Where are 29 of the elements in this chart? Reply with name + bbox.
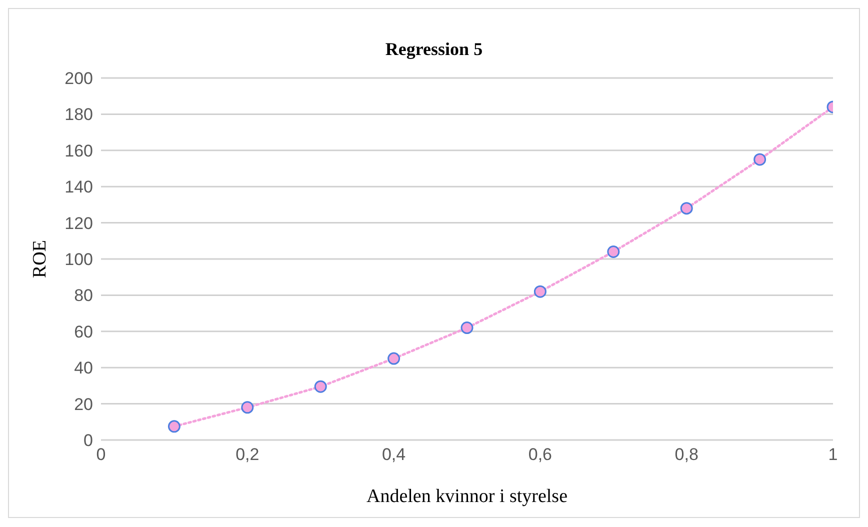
- y-tick-label: 0: [84, 431, 93, 450]
- point: [168, 420, 180, 433]
- y-tick-label: 140: [64, 178, 93, 197]
- point: [241, 401, 254, 414]
- y-tick-label: 100: [64, 250, 93, 270]
- y-tick-label: 180: [64, 105, 93, 124]
- x-axis-title: Andelen kvinnor i styrelse: [366, 486, 568, 507]
- point: [460, 322, 474, 334]
- x-tick-label: 0: [96, 445, 106, 464]
- y-axis-title: ROE: [30, 240, 51, 278]
- y-tick-label: 80: [74, 286, 93, 306]
- y-tick-label: 120: [64, 214, 93, 233]
- x-tick-label: 1: [828, 445, 838, 464]
- x-tick-label: 0,4: [382, 445, 406, 464]
- y-tick-label: 20: [74, 394, 93, 414]
- y-tick-label: 200: [64, 69, 93, 88]
- point: [388, 352, 400, 365]
- point: [607, 246, 620, 258]
- x-tick-label: 0,6: [528, 445, 552, 464]
- x-tick-label: 0,8: [674, 445, 698, 464]
- y-tick-label: 60: [74, 322, 93, 342]
- point: [754, 153, 766, 166]
- point: [680, 202, 693, 215]
- point: [534, 285, 546, 298]
- y-tick-label: 160: [64, 141, 93, 160]
- chart-title: Regression 5: [384, 39, 484, 60]
- y-tick-label: 40: [74, 358, 93, 378]
- x-tick-label: 0,2: [236, 445, 260, 464]
- point: [314, 380, 327, 393]
